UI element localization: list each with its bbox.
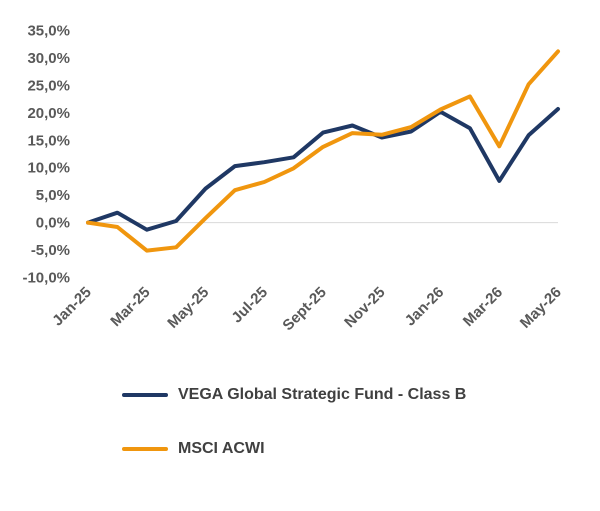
y-tick-label: 5,0% — [36, 187, 70, 204]
legend-label-fund: VEGA Global Strategic Fund - Class B — [178, 386, 467, 403]
x-axis-ticks: Jan-25 Mar-25 May-25 Jul-25 Sept-25 Nov-25 Jan… — [49, 284, 565, 334]
y-tick-label: 35,0% — [27, 23, 70, 40]
series-line-benchmark — [86, 49, 560, 253]
x-tick-label: Jul-25 — [228, 284, 271, 327]
line-chart: -10,0% -5,0% 0,0% 5,0% 10,0% 15,0% 20,0% 25,0% 3… — [22, 23, 565, 335]
y-tick-label: -5,0% — [31, 242, 70, 259]
legend-swatch-benchmark — [122, 447, 168, 451]
legend-item-fund: VEGA Global Strategic Fund - Class B — [122, 386, 466, 404]
y-tick-label: 0,0% — [36, 215, 70, 232]
x-tick-label: Jan-25 — [49, 284, 95, 330]
series-line-fund — [86, 107, 560, 232]
x-tick-label: Mar-25 — [107, 284, 153, 330]
legend-label-benchmark: MSCI ACWI — [178, 440, 265, 457]
x-tick-label: Jan-26 — [402, 284, 448, 330]
y-tick-label: 30,0% — [27, 50, 70, 67]
y-axis-ticks: -10,0% -5,0% 0,0% 5,0% 10,0% 15,0% 20,0% 25,0% 3… — [22, 23, 70, 287]
x-tick-label: Mar-26 — [460, 284, 506, 330]
legend-swatch-fund — [122, 393, 168, 397]
x-tick-label: May-26 — [517, 284, 565, 332]
y-tick-label: 25,0% — [27, 77, 70, 94]
y-tick-label: 15,0% — [27, 132, 70, 149]
series-lines — [86, 49, 560, 253]
y-tick-label: 10,0% — [27, 160, 70, 177]
y-tick-label: 20,0% — [27, 105, 70, 122]
x-tick-label: May-25 — [164, 284, 212, 332]
legend-item-benchmark: MSCI ACWI — [122, 440, 265, 458]
x-tick-label: Sept-25 — [279, 284, 329, 334]
x-tick-label: Nov-25 — [341, 284, 388, 331]
y-tick-label: -10,0% — [22, 270, 70, 287]
